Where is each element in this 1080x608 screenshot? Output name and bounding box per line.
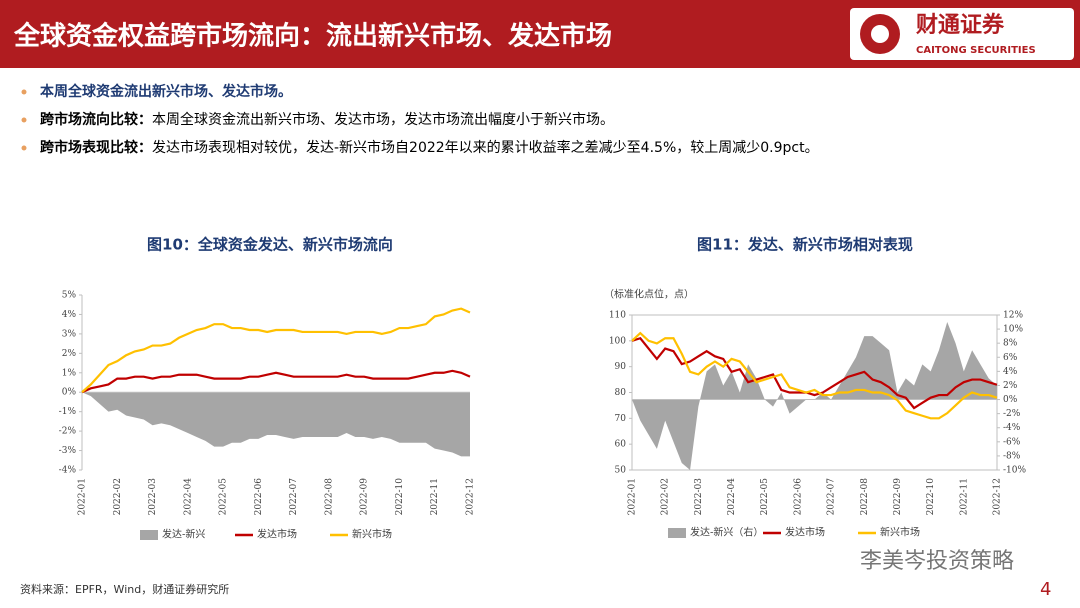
y-tick-label: 110 xyxy=(609,311,626,321)
y-tick-label: 80 xyxy=(615,388,627,398)
x-tick-label: 2022-12 xyxy=(466,478,476,515)
x-tick-label: 2022-08 xyxy=(860,478,870,516)
logo-cn: 财通证券 xyxy=(916,12,1005,38)
x-tick-label: 2022-05 xyxy=(219,478,229,516)
x-tick-label: 2022-09 xyxy=(360,478,370,516)
logo-icon-inner xyxy=(871,25,889,43)
legend-label: 新兴市场 xyxy=(880,526,920,539)
chart: 图11：发达、新兴市场相对表现 50 60 70 80 90 100 110 -10% -8% -6… xyxy=(604,236,1026,539)
bullet-dot xyxy=(21,145,27,151)
y2-tick-label: 12% xyxy=(1003,311,1023,321)
bullet-text: 跨市场流向比较：本周全球资金流出新兴市场、发达市场，发达市场流出幅度小于新兴市场… xyxy=(40,111,614,128)
legend-swatch xyxy=(140,530,158,540)
bullet-dot xyxy=(21,89,27,95)
y-tick-label: 0% xyxy=(62,388,77,398)
bullet-bold: 跨市场表现比较： xyxy=(40,139,152,156)
x-tick-label: 2022-11 xyxy=(959,478,969,515)
y2-tick-label: -8% xyxy=(1003,451,1021,461)
line-series xyxy=(631,336,998,410)
area-series xyxy=(82,392,470,457)
y-tick-label: 3% xyxy=(62,329,77,339)
y-tick-label: 70 xyxy=(615,414,627,424)
y2-tick-label: -6% xyxy=(1003,437,1021,447)
chart: 图10：全球资金发达、新兴市场流向 -4% -3% -2% -1% 0% 1% 2% 3% 4% 5… xyxy=(59,236,476,541)
y2-tick-label: 10% xyxy=(1003,325,1023,335)
bullet-body: 本周全球资金流出新兴市场、发达市场，发达市场流出幅度小于新兴市场。 xyxy=(152,111,614,128)
bullet-text: 跨市场表现比较：发达市场表现相对较优，发达-新兴市场自2022年以来的累计收益率… xyxy=(40,139,819,156)
y2-tick-label: -4% xyxy=(1003,423,1021,433)
slide-title: 全球资金权益跨市场流向：流出新兴市场、发达市场 xyxy=(13,21,612,52)
bullet-dot xyxy=(21,117,27,123)
x-tick-label: 2022-12 xyxy=(993,478,1003,515)
x-tick-label: 2022-06 xyxy=(254,478,264,516)
bullet-text: 本周全球资金流出新兴市场、发达市场。 xyxy=(40,83,292,100)
y2-tick-label: 0% xyxy=(1003,395,1018,405)
x-tick-label: 2022-01 xyxy=(78,478,88,515)
x-tick-label: 2022-06 xyxy=(793,478,803,516)
y-tick-label: 50 xyxy=(615,466,627,476)
x-tick-label: 2022-03 xyxy=(694,478,704,516)
x-tick-label: 2022-10 xyxy=(926,478,936,516)
bullet-body: 发达市场表现相对较优，发达-新兴市场自2022年以来的累计收益率之差减少至4.5… xyxy=(152,139,819,156)
legend-swatch xyxy=(668,528,686,538)
bullet-bold: 跨市场流向比较： xyxy=(40,111,152,128)
y2-tick-label: 8% xyxy=(1003,339,1018,349)
legend-label: 发达市场 xyxy=(257,528,297,541)
legend-label: 发达-新兴（右） xyxy=(690,526,763,539)
page-number: 4 xyxy=(1040,579,1051,600)
logo-en: CAITONG SECURITIES xyxy=(916,45,1036,56)
line-series xyxy=(81,307,471,394)
x-tick-label: 2022-02 xyxy=(661,478,671,515)
y-tick-label: 4% xyxy=(62,310,77,320)
chart-title: 图10：全球资金发达、新兴市场流向 xyxy=(147,236,393,254)
x-tick-label: 2022-04 xyxy=(727,478,737,516)
logo-box xyxy=(850,8,1074,60)
x-tick-label: 2022-02 xyxy=(113,478,123,515)
legend-label: 新兴市场 xyxy=(352,528,392,541)
y-tick-label: -4% xyxy=(59,466,77,476)
x-tick-label: 2022-10 xyxy=(395,478,405,516)
bullet-list: 本周全球资金流出新兴市场、发达市场。跨市场流向比较：本周全球资金流出新兴市场、发… xyxy=(21,83,819,156)
area-series xyxy=(632,322,997,470)
x-tick-label: 2022-01 xyxy=(628,478,638,515)
y-tick-label: 100 xyxy=(609,336,626,346)
source-note: 资料来源：EPFR，Wind，财通证券研究所 xyxy=(20,582,229,596)
y-tick-label: 60 xyxy=(615,440,627,450)
bullet-bold: 本周全球资金流出新兴市场、发达市场。 xyxy=(40,83,292,100)
x-tick-label: 2022-07 xyxy=(827,478,837,516)
chart-title: 图11：发达、新兴市场相对表现 xyxy=(697,236,913,254)
y2-tick-label: -2% xyxy=(1003,409,1021,419)
x-tick-label: 2022-07 xyxy=(289,478,299,516)
legend-label: 发达-新兴 xyxy=(162,528,205,541)
y2-tick-label: 6% xyxy=(1003,353,1018,363)
y-tick-label: -3% xyxy=(59,446,77,456)
x-tick-label: 2022-09 xyxy=(893,478,903,516)
legend-label: 发达市场 xyxy=(785,526,825,539)
line-series xyxy=(631,331,998,420)
y2-tick-label: -10% xyxy=(1003,466,1026,476)
y2-tick-label: 2% xyxy=(1003,381,1018,391)
y-tick-label: -2% xyxy=(59,427,77,437)
x-tick-label: 2022-03 xyxy=(148,478,158,516)
y-tick-label: -1% xyxy=(59,407,77,417)
line-series xyxy=(81,369,471,394)
watermark: 李美岑投资策略 xyxy=(860,549,1014,574)
y2-tick-label: 4% xyxy=(1003,367,1018,377)
y-tick-label: 5% xyxy=(62,291,77,301)
y-axis-label: （标准化点位，点） xyxy=(604,288,694,301)
y-tick-label: 90 xyxy=(615,362,627,372)
x-tick-label: 2022-08 xyxy=(324,478,334,516)
y-tick-label: 2% xyxy=(62,349,77,359)
x-tick-label: 2022-04 xyxy=(183,478,193,516)
x-tick-label: 2022-11 xyxy=(430,478,440,515)
y-tick-label: 1% xyxy=(62,368,77,378)
x-tick-label: 2022-05 xyxy=(760,478,770,516)
